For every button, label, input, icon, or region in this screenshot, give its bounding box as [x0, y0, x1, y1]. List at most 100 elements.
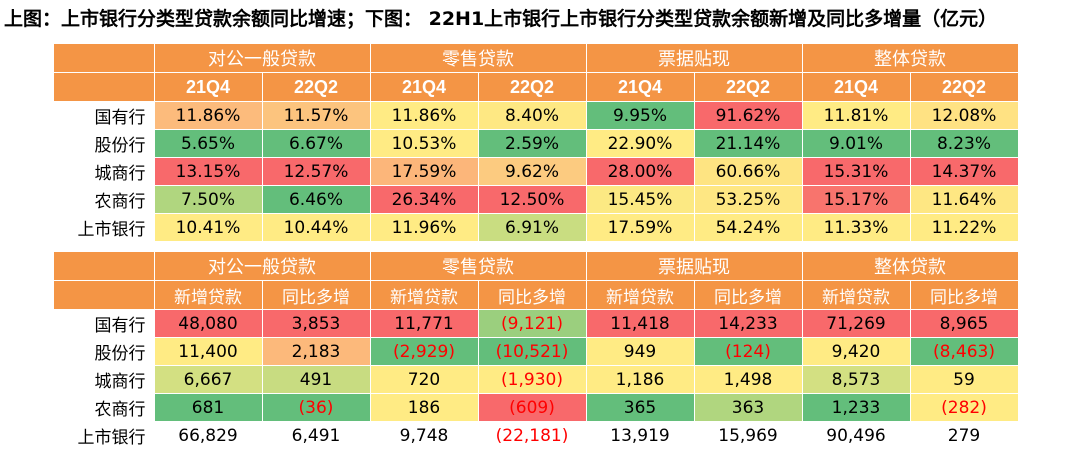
- data-cell: 363: [694, 393, 803, 422]
- growth-rate-table: 对公一般贷款 零售贷款 票据贴现 整体贷款 21Q4 22Q2 21Q4 22Q…: [54, 44, 1019, 242]
- column-header: 21Q4: [370, 72, 479, 102]
- data-cell: 1,233: [802, 393, 911, 422]
- data-cell: 13,919: [586, 421, 695, 450]
- row-label: 上市银行: [54, 421, 155, 450]
- data-cell: 13.15%: [154, 157, 263, 186]
- group-header-row: 对公一般贷款 零售贷款 票据贴现 整体贷款: [54, 252, 1019, 281]
- corner-cell: [54, 280, 155, 310]
- data-cell: 48,080: [154, 309, 263, 338]
- group-header: 票据贴现: [586, 44, 803, 73]
- data-cell: 8,573: [802, 365, 911, 394]
- column-header: 新增贷款: [802, 280, 911, 310]
- table-row: 上市银行 10.41% 10.44% 11.96% 6.91% 17.59% 54.24% 1…: [54, 213, 1019, 242]
- data-cell: 11.22%: [910, 213, 1019, 242]
- data-cell: 11.81%: [802, 101, 911, 130]
- column-header: 21Q4: [802, 72, 911, 102]
- column-header: 同比多增: [478, 280, 587, 310]
- row-label: 股份行: [54, 337, 155, 366]
- data-cell: 10.41%: [154, 213, 263, 242]
- data-cell: 28.00%: [586, 157, 695, 186]
- column-header: 22Q2: [262, 72, 371, 102]
- data-cell: (2,929): [370, 337, 479, 366]
- data-cell: 9,420: [802, 337, 911, 366]
- table-row: 城商行 6,667 491 720 (1,930) 1,186 1,498 8,573 59: [54, 365, 1019, 394]
- data-cell: 6,491: [262, 421, 371, 450]
- column-header: 新增贷款: [586, 280, 695, 310]
- data-cell: 2,183: [262, 337, 371, 366]
- corner-cell: [54, 252, 155, 281]
- data-cell: 186: [370, 393, 479, 422]
- data-cell: 11,400: [154, 337, 263, 366]
- data-cell: 91.62%: [694, 101, 803, 130]
- row-label: 国有行: [54, 309, 155, 338]
- column-header: 22Q2: [910, 72, 1019, 102]
- data-cell: 6.46%: [262, 185, 371, 214]
- column-header: 新增贷款: [154, 280, 263, 310]
- table-row: 城商行 13.15% 12.57% 17.59% 9.62% 28.00% 60.66% 15…: [54, 157, 1019, 186]
- group-header-row: 对公一般贷款 零售贷款 票据贴现 整体贷款: [54, 44, 1019, 73]
- data-cell: 60.66%: [694, 157, 803, 186]
- data-cell: 720: [370, 365, 479, 394]
- column-header: 22Q2: [694, 72, 803, 102]
- data-cell: 6.91%: [478, 213, 587, 242]
- data-cell: 11.33%: [802, 213, 911, 242]
- corner-cell: [54, 44, 155, 73]
- data-cell: (36): [262, 393, 371, 422]
- table-row: 股份行 11,400 2,183 (2,929) (10,521) 949 (124) 9,4…: [54, 337, 1019, 366]
- data-cell: 14.37%: [910, 157, 1019, 186]
- data-cell: 365: [586, 393, 695, 422]
- data-cell: 11,418: [586, 309, 695, 338]
- group-header: 对公一般贷款: [154, 44, 371, 73]
- corner-cell: [54, 72, 155, 102]
- group-header: 对公一般贷款: [154, 252, 371, 281]
- data-cell: 11.96%: [370, 213, 479, 242]
- data-cell: 59: [910, 365, 1019, 394]
- table-row: 股份行 5.65% 6.67% 10.53% 2.59% 22.90% 21.14% 9.01…: [54, 129, 1019, 158]
- data-cell: 15,969: [694, 421, 803, 450]
- data-cell: 15.31%: [802, 157, 911, 186]
- data-cell: 5.65%: [154, 129, 263, 158]
- column-header: 21Q4: [154, 72, 263, 102]
- data-cell: 8.40%: [478, 101, 587, 130]
- data-cell: 11.86%: [370, 101, 479, 130]
- data-cell: 11.86%: [154, 101, 263, 130]
- data-cell: 8.23%: [910, 129, 1019, 158]
- data-cell: 53.25%: [694, 185, 803, 214]
- data-cell: (9,121): [478, 309, 587, 338]
- row-label: 农商行: [54, 185, 155, 214]
- data-cell: 17.59%: [586, 213, 695, 242]
- data-cell: 11.57%: [262, 101, 371, 130]
- sub-header-row: 21Q4 22Q2 21Q4 22Q2 21Q4 22Q2 21Q4 22Q2: [54, 72, 1019, 102]
- table-row: 上市银行 66,829 6,491 9,748 (22,181) 13,919 15,969…: [54, 421, 1019, 450]
- data-cell: 14,233: [694, 309, 803, 338]
- data-cell: 17.59%: [370, 157, 479, 186]
- data-cell: (282): [910, 393, 1019, 422]
- column-header: 同比多增: [262, 280, 371, 310]
- data-cell: (8,463): [910, 337, 1019, 366]
- group-header: 整体贷款: [802, 252, 1019, 281]
- data-cell: 22.90%: [586, 129, 695, 158]
- data-cell: (124): [694, 337, 803, 366]
- data-cell: 90,496: [802, 421, 911, 450]
- data-cell: 9.01%: [802, 129, 911, 158]
- table-row: 国有行 11.86% 11.57% 11.86% 8.40% 9.95% 91.62% 11.…: [54, 101, 1019, 130]
- row-label: 城商行: [54, 365, 155, 394]
- table-body: 国有行 48,080 3,853 11,771 (9,121) 11,418 14,233 7…: [54, 309, 1019, 450]
- data-cell: 6.67%: [262, 129, 371, 158]
- data-cell: 10.53%: [370, 129, 479, 158]
- group-header: 票据贴现: [586, 252, 803, 281]
- data-cell: 681: [154, 393, 263, 422]
- data-cell: 1,186: [586, 365, 695, 394]
- data-cell: 12.50%: [478, 185, 587, 214]
- column-header: 同比多增: [694, 280, 803, 310]
- data-cell: 3,853: [262, 309, 371, 338]
- data-cell: 71,269: [802, 309, 911, 338]
- data-cell: 26.34%: [370, 185, 479, 214]
- data-cell: 9.62%: [478, 157, 587, 186]
- group-header: 零售贷款: [370, 252, 587, 281]
- table-body: 国有行 11.86% 11.57% 11.86% 8.40% 9.95% 91.62% 11.…: [54, 101, 1019, 242]
- data-cell: 9.95%: [586, 101, 695, 130]
- row-label: 股份行: [54, 129, 155, 158]
- table-row: 国有行 48,080 3,853 11,771 (9,121) 11,418 14,233 7…: [54, 309, 1019, 338]
- data-cell: 2.59%: [478, 129, 587, 158]
